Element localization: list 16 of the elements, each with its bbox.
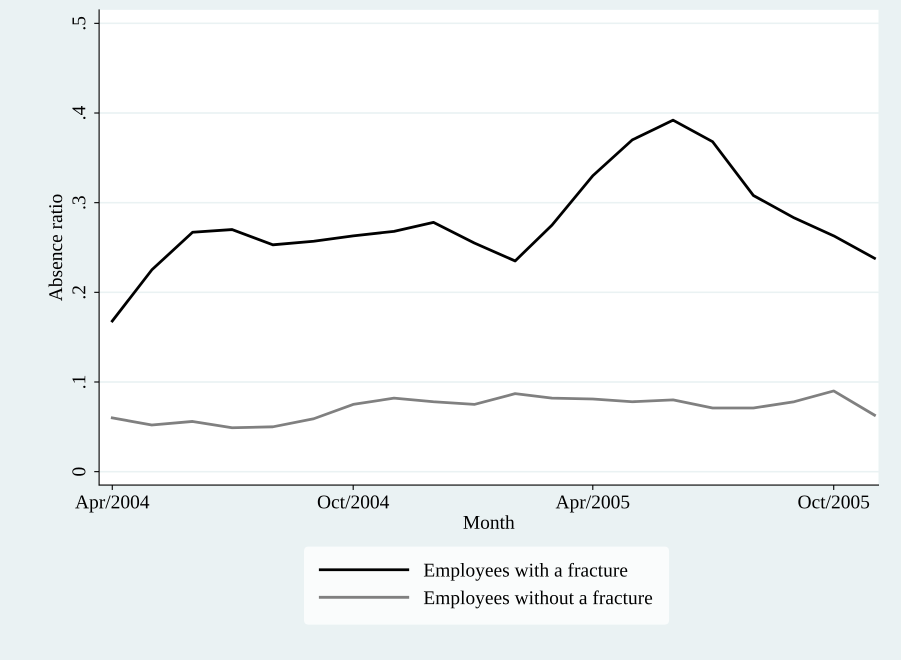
line-series: [110, 118, 876, 322]
x-axis-title: Month: [463, 515, 514, 529]
x-tick-label: Oct/2004: [318, 495, 390, 509]
y-axis-title: Absence ratio: [48, 194, 62, 302]
legend-label: Employees with a fracture: [424, 562, 628, 581]
x-tick-label: Apr/2004: [75, 495, 150, 512]
y-tick-label: .5: [72, 16, 86, 30]
y-tick-label: .2: [72, 286, 86, 298]
y-tick-label: 0: [72, 468, 86, 476]
line-series: [110, 390, 876, 430]
y-tick-label: .1: [72, 376, 86, 388]
y-tick-label: .3: [72, 196, 86, 209]
x-tick-label: Oct/2005: [798, 495, 870, 509]
y-tick-label: .4: [72, 106, 86, 120]
legend-label: Employees without a fracture: [424, 590, 652, 608]
x-tick-label: Apr/2005: [556, 495, 630, 512]
